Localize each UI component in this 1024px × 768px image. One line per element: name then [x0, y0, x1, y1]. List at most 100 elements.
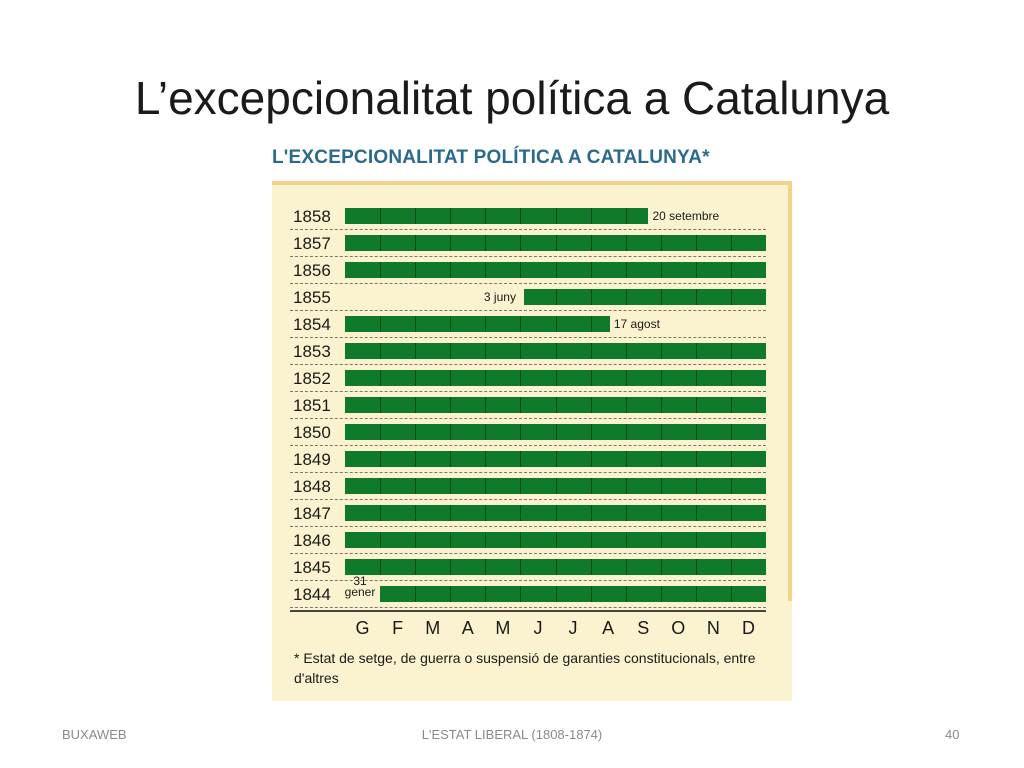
- month-divider: [380, 262, 382, 278]
- month-divider: [555, 532, 557, 548]
- footer-left: BUXAWEB: [62, 727, 127, 742]
- month-divider: [485, 397, 487, 413]
- year-label: 1855: [293, 288, 331, 307]
- month-label: A: [602, 618, 615, 638]
- row-separator: [290, 526, 766, 527]
- month-divider: [660, 586, 662, 602]
- row-separator: [290, 580, 766, 581]
- month-divider: [660, 424, 662, 440]
- month-divider: [450, 505, 452, 521]
- month-divider: [415, 262, 417, 278]
- month-divider: [625, 505, 627, 521]
- month-divider: [380, 235, 382, 251]
- month-divider: [730, 505, 732, 521]
- month-label: M: [495, 618, 511, 638]
- bar-annotation: 20 setembre: [652, 209, 720, 223]
- month-divider: [380, 559, 382, 575]
- month-divider: [695, 478, 697, 494]
- month-divider: [625, 343, 627, 359]
- month-divider: [520, 316, 522, 332]
- month-divider: [730, 559, 732, 575]
- year-label: 1848: [293, 477, 331, 496]
- row-separator: [290, 499, 766, 500]
- month-label: F: [392, 618, 404, 638]
- month-divider: [450, 370, 452, 386]
- month-divider: [730, 586, 732, 602]
- month-divider: [695, 505, 697, 521]
- bar: [523, 289, 766, 305]
- month-divider: [590, 559, 592, 575]
- month-divider: [730, 478, 732, 494]
- month-divider: [380, 397, 382, 413]
- month-divider: [380, 343, 382, 359]
- month-divider: [660, 262, 662, 278]
- month-divider: [415, 235, 417, 251]
- month-divider: [730, 262, 732, 278]
- row-separator: [290, 391, 766, 392]
- row-separator: [290, 418, 766, 419]
- month-label: A: [461, 618, 474, 638]
- month-divider: [485, 586, 487, 602]
- month-divider: [730, 397, 732, 413]
- footer-center: L'ESTAT LIBERAL (1808-1874): [421, 727, 603, 742]
- month-divider: [485, 424, 487, 440]
- month-divider: [555, 586, 557, 602]
- month-divider: [520, 532, 522, 548]
- row-separator: [290, 445, 766, 446]
- month-divider: [590, 289, 592, 305]
- panel-border-top: [272, 181, 792, 185]
- row-separator: [290, 553, 766, 554]
- month-divider: [695, 559, 697, 575]
- month-divider: [415, 316, 417, 332]
- month-divider: [695, 397, 697, 413]
- year-label: 1852: [293, 369, 331, 388]
- month-divider: [660, 370, 662, 386]
- slide-title: L’excepcionalitat política a Catalunya: [134, 72, 890, 124]
- month-divider: [555, 316, 557, 332]
- year-label: 1851: [293, 396, 331, 415]
- month-divider: [555, 343, 557, 359]
- month-divider: [625, 478, 627, 494]
- month-divider: [695, 235, 697, 251]
- year-label: 1858: [293, 207, 331, 226]
- row-separator: [290, 337, 766, 338]
- month-divider: [590, 370, 592, 386]
- month-divider: [485, 559, 487, 575]
- month-divider: [730, 532, 732, 548]
- month-divider: [730, 370, 732, 386]
- month-divider: [485, 262, 487, 278]
- month-divider: [590, 343, 592, 359]
- month-divider: [520, 235, 522, 251]
- month-label: S: [637, 618, 650, 638]
- month-divider: [625, 559, 627, 575]
- year-label: 1849: [293, 450, 331, 469]
- year-label: 1853: [293, 342, 331, 361]
- row-separator: [290, 229, 766, 230]
- month-divider: [695, 262, 697, 278]
- month-divider: [590, 262, 592, 278]
- row-separator: [290, 364, 766, 365]
- year-label: 1854: [293, 315, 331, 334]
- month-divider: [380, 532, 382, 548]
- panel-border-right: [788, 181, 792, 601]
- bar: [345, 316, 610, 332]
- month-divider: [450, 424, 452, 440]
- month-divider: [415, 505, 417, 521]
- month-divider: [695, 532, 697, 548]
- month-divider: [415, 343, 417, 359]
- month-label: N: [706, 618, 720, 638]
- month-divider: [485, 316, 487, 332]
- month-divider: [625, 370, 627, 386]
- month-divider: [625, 397, 627, 413]
- month-divider: [660, 478, 662, 494]
- month-divider: [555, 262, 557, 278]
- month-label: D: [741, 618, 755, 638]
- month-divider: [590, 424, 592, 440]
- month-divider: [625, 208, 627, 224]
- month-divider: [450, 235, 452, 251]
- month-divider: [380, 451, 382, 467]
- month-divider: [485, 532, 487, 548]
- month-divider: [590, 505, 592, 521]
- row-separator: [290, 256, 766, 257]
- month-divider: [660, 289, 662, 305]
